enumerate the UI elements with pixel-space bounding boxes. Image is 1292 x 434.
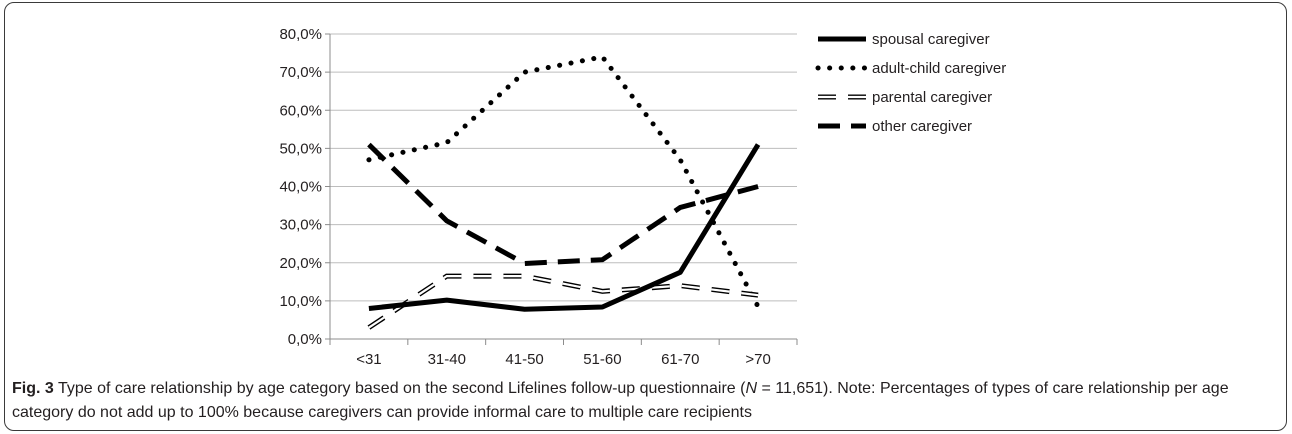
- figure-label: Fig. 3: [12, 380, 54, 397]
- legend-label-other-caregiver: other caregiver: [872, 118, 972, 135]
- x-tick-label: 51-60: [583, 351, 621, 368]
- y-tick-label: 40,0%: [279, 179, 322, 196]
- figure-frame: [4, 2, 1287, 431]
- series-line-parental-caregiver-inner: [368, 274, 759, 329]
- y-tick-label: 70,0%: [279, 64, 322, 81]
- legend-label-spousal-caregiver: spousal caregiver: [872, 31, 990, 48]
- legend-label-parental-caregiver: parental caregiver: [872, 89, 992, 106]
- legend-label-adult-child-caregiver: adult-child caregiver: [872, 60, 1006, 77]
- caption-text-part1: Type of care relationship by age categor…: [57, 380, 746, 397]
- line-chart: 0,0% 10,0% 20,0% 30,0% 40,0% 50,0% 60,0% 70,0% 8…: [279, 26, 1006, 368]
- x-tick-label: 31-40: [428, 351, 466, 368]
- y-tick-label: 50,0%: [279, 140, 322, 157]
- x-tick-label: 41-50: [505, 351, 543, 368]
- series-line-adult-child-caregiver: [366, 54, 761, 310]
- y-tick-label: 10,0%: [279, 293, 322, 310]
- series-line-spousal-caregiver: [368, 143, 761, 312]
- series-line-other-caregiver: [367, 142, 759, 267]
- caption-n-symbol: N: [745, 380, 758, 397]
- x-tick-label: >70: [745, 351, 770, 368]
- series-lines: [366, 54, 761, 330]
- y-tick-label: 30,0%: [279, 217, 322, 234]
- legend: spousal caregiver adult-child caregiver pa…: [815, 31, 1006, 135]
- y-tick-label: 60,0%: [279, 102, 322, 119]
- caption-text-part2: = 11,651). Note: Percentages of types of…: [12, 380, 1229, 421]
- y-tick-label: 80,0%: [279, 26, 322, 43]
- figure-caption: Fig. 3 Type of care relationship by age …: [12, 377, 1277, 425]
- x-tick-label: <31: [356, 351, 381, 368]
- y-tick-label: 20,0%: [279, 255, 322, 272]
- y-tick-label: 0,0%: [288, 331, 322, 348]
- x-tick-label: 61-70: [661, 351, 699, 368]
- axes: 0,0% 10,0% 20,0% 30,0% 40,0% 50,0% 60,0% 70,0% 8…: [279, 26, 798, 368]
